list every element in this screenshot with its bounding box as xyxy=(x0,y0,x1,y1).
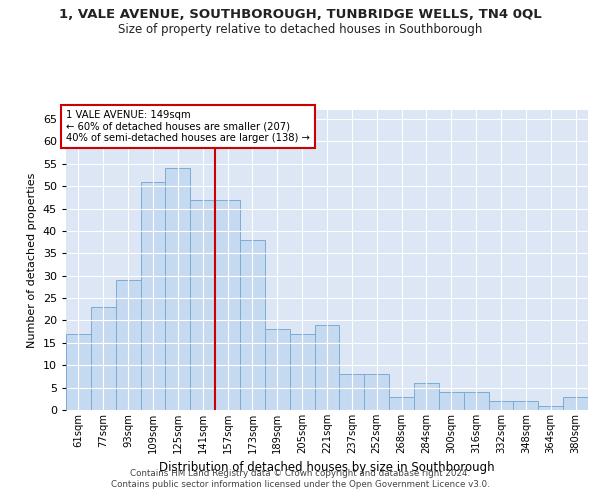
Text: 1, VALE AVENUE, SOUTHBOROUGH, TUNBRIDGE WELLS, TN4 0QL: 1, VALE AVENUE, SOUTHBOROUGH, TUNBRIDGE … xyxy=(59,8,541,20)
Bar xyxy=(364,374,389,410)
Bar xyxy=(290,334,314,410)
Bar xyxy=(66,334,91,410)
Bar xyxy=(414,383,439,410)
Y-axis label: Number of detached properties: Number of detached properties xyxy=(27,172,37,348)
Bar xyxy=(215,200,240,410)
Text: Size of property relative to detached houses in Southborough: Size of property relative to detached ho… xyxy=(118,22,482,36)
Bar xyxy=(240,240,265,410)
Text: 1 VALE AVENUE: 149sqm
← 60% of detached houses are smaller (207)
40% of semi-det: 1 VALE AVENUE: 149sqm ← 60% of detached … xyxy=(66,110,310,143)
Text: Contains HM Land Registry data © Crown copyright and database right 2024.: Contains HM Land Registry data © Crown c… xyxy=(130,468,470,477)
Bar xyxy=(538,406,563,410)
Bar xyxy=(190,200,215,410)
Bar xyxy=(91,307,116,410)
X-axis label: Distribution of detached houses by size in Southborough: Distribution of detached houses by size … xyxy=(159,462,495,474)
Bar xyxy=(116,280,140,410)
Bar xyxy=(439,392,464,410)
Bar xyxy=(464,392,488,410)
Bar xyxy=(140,182,166,410)
Bar xyxy=(314,325,340,410)
Bar xyxy=(514,401,538,410)
Bar xyxy=(340,374,364,410)
Bar xyxy=(166,168,190,410)
Bar xyxy=(265,330,290,410)
Bar xyxy=(563,396,588,410)
Bar xyxy=(389,396,414,410)
Text: Contains public sector information licensed under the Open Government Licence v3: Contains public sector information licen… xyxy=(110,480,490,489)
Bar xyxy=(488,401,514,410)
